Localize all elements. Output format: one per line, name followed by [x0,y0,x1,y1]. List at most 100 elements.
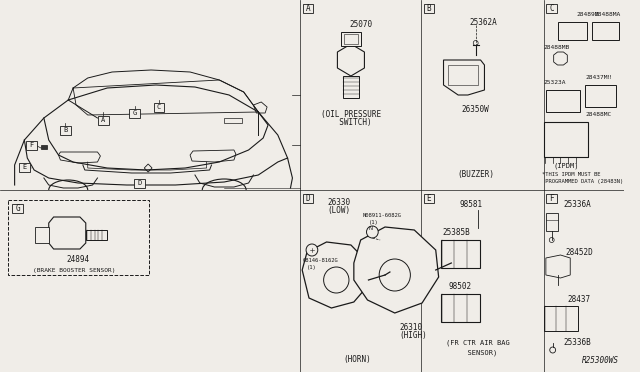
Bar [8,200,149,275]
Text: F: F [29,142,33,148]
Bar [544,306,578,331]
Text: (1): (1) [369,220,378,225]
Polygon shape [253,102,267,113]
Text: (HIGH): (HIGH) [399,331,428,340]
Text: 26330: 26330 [328,198,351,207]
Bar [98,115,109,125]
Bar [41,145,47,149]
Text: (BRAKE BOOSTER SENSOR): (BRAKE BOOSTER SENSOR) [33,268,115,273]
Bar [557,22,587,40]
Text: 25336A: 25336A [563,200,591,209]
Bar [129,109,140,118]
Circle shape [132,111,138,117]
Bar [546,90,580,112]
Circle shape [379,259,410,291]
Circle shape [306,244,318,256]
Text: 28488MA: 28488MA [595,12,621,17]
Bar [341,32,361,46]
Text: A: A [101,117,106,123]
Bar [546,213,557,231]
Bar [424,193,435,202]
Text: B: B [63,127,67,133]
Polygon shape [190,150,236,162]
Bar [440,240,479,268]
Text: SENSOR): SENSOR) [458,349,497,356]
Text: R25300WS: R25300WS [582,356,619,365]
Text: 25362A: 25362A [470,18,497,27]
Bar [134,179,145,187]
Bar [344,34,358,44]
Text: SWITCH): SWITCH) [330,118,372,127]
Polygon shape [144,164,152,172]
Text: E: E [22,164,26,170]
Bar [86,230,108,240]
Bar [440,294,479,322]
Text: G: G [132,110,137,116]
Text: 24894: 24894 [67,255,90,264]
Text: 26310: 26310 [399,323,423,332]
Text: *THIS IPDM MUST BE: *THIS IPDM MUST BE [542,172,600,177]
Polygon shape [49,217,86,249]
Text: 08146-8162G: 08146-8162G [302,258,338,263]
Text: C: C [157,104,161,110]
Text: (IPDM): (IPDM) [554,162,579,169]
Bar [154,103,164,112]
Circle shape [324,267,349,293]
Text: (HORN): (HORN) [344,355,372,364]
Bar [303,3,314,13]
Polygon shape [302,242,369,308]
Text: F: F [549,193,554,202]
Circle shape [100,117,106,123]
Text: 28437M‼: 28437M‼ [586,75,612,80]
Bar [547,3,557,13]
Text: 98581: 98581 [460,200,483,209]
Text: D: D [306,193,310,202]
Bar [424,3,435,13]
Bar [343,76,358,98]
Circle shape [473,41,478,45]
Text: 98502: 98502 [449,282,472,291]
Text: 28489M: 28489M [576,12,598,17]
Polygon shape [546,255,570,278]
Bar [224,118,242,123]
Text: D: D [137,180,141,186]
Text: B: B [427,3,431,13]
Polygon shape [337,44,364,76]
Bar [35,227,49,243]
Text: G: G [15,203,20,212]
Text: 25070: 25070 [349,20,372,29]
Text: (1): (1) [307,265,317,270]
Bar [592,22,619,40]
Text: 28437: 28437 [567,295,591,304]
Text: 28452D: 28452D [565,248,593,257]
Polygon shape [444,60,484,95]
Polygon shape [554,52,567,65]
Text: C: C [549,3,554,13]
Polygon shape [58,152,100,163]
Text: 25323A: 25323A [544,80,566,85]
Text: 26350W: 26350W [462,105,490,114]
Bar [544,122,588,157]
Bar [303,193,314,202]
Bar [585,85,616,107]
Text: 28488MB: 28488MB [544,45,570,50]
Text: 25336B: 25336B [563,338,591,347]
Circle shape [549,237,554,243]
Bar [60,125,70,135]
Bar [12,203,23,212]
Bar [449,65,477,85]
Text: PROGRAMMED DATA (28483N): PROGRAMMED DATA (28483N) [542,179,623,184]
Text: (OIL PRESSURE: (OIL PRESSURE [321,110,381,119]
Text: 28488MC: 28488MC [586,112,612,117]
Circle shape [550,347,556,353]
Text: 25385B: 25385B [442,228,470,237]
Circle shape [367,226,378,238]
Circle shape [156,106,162,112]
Text: (LOW): (LOW) [328,206,351,215]
Text: N: N [369,225,372,231]
Text: A: A [306,3,310,13]
Polygon shape [354,227,438,313]
Text: (BUZZER): (BUZZER) [457,170,494,179]
Bar [26,141,36,150]
Text: N08911-6082G: N08911-6082G [363,213,402,218]
